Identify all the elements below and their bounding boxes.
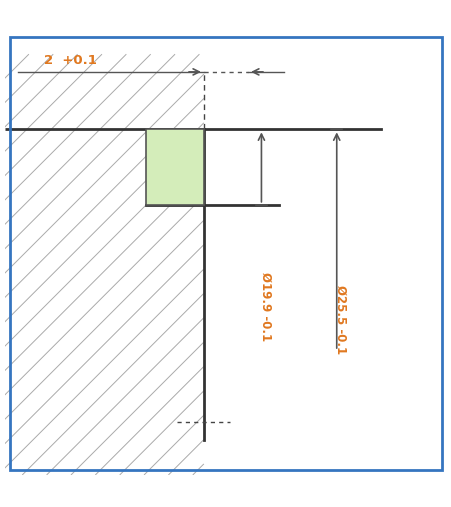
- Bar: [146, 129, 203, 205]
- Text: 2  +0.1: 2 +0.1: [44, 54, 97, 67]
- Text: Ø25.5 -0.1: Ø25.5 -0.1: [334, 285, 347, 354]
- Text: Ø19.9 -0.1: Ø19.9 -0.1: [259, 272, 272, 341]
